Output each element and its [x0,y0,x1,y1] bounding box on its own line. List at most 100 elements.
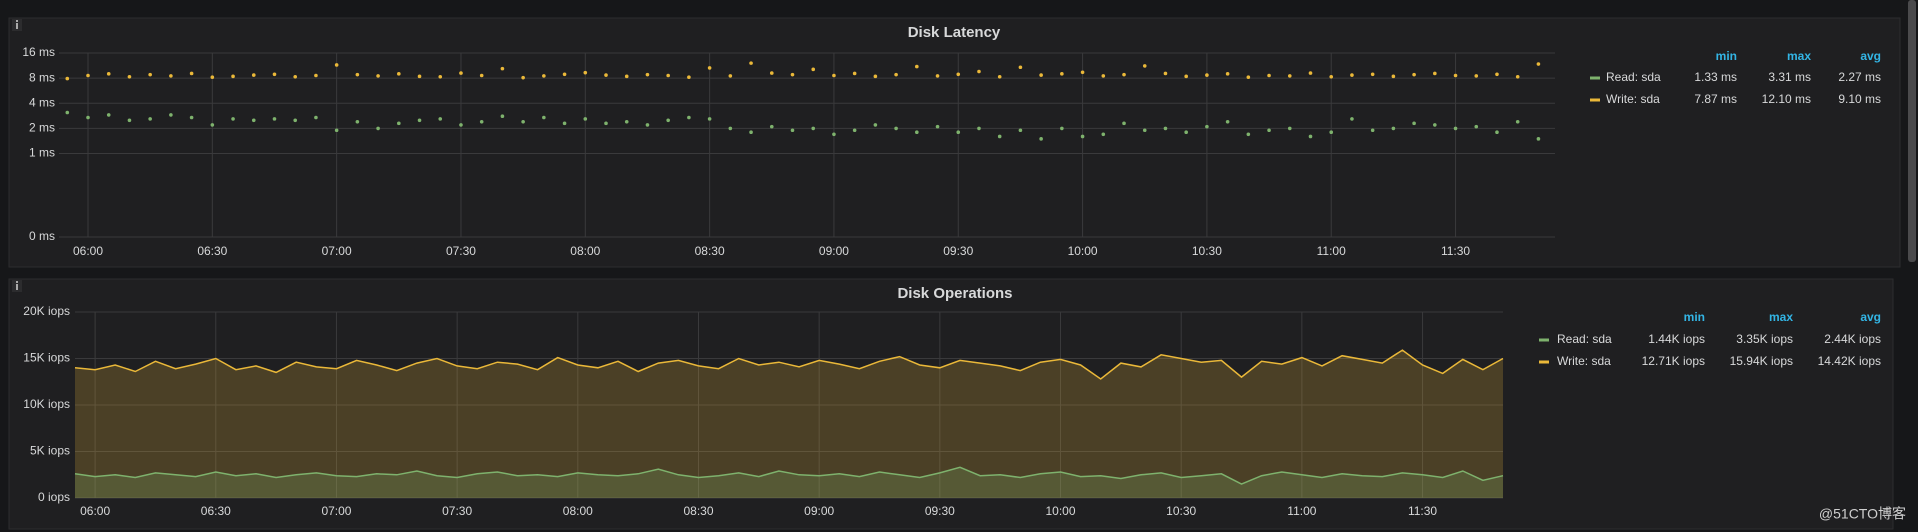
x-tick-label: 08:30 [695,244,725,258]
point [1495,130,1499,135]
point [169,113,173,117]
point [417,118,422,123]
point [645,72,650,77]
legend-value: 2.44K iops [1824,332,1881,346]
point [65,76,70,81]
point [1039,73,1043,77]
point [334,128,339,133]
point [1205,124,1209,129]
point [148,72,152,77]
point [645,123,650,127]
legend-value: 3.31 ms [1768,70,1811,84]
point [1267,128,1271,133]
legend-header: max [1787,49,1811,63]
x-tick-label: 07:30 [442,504,472,518]
point [790,72,795,77]
point [542,74,546,78]
point [1246,132,1251,137]
line [74,349,1504,380]
x-tick-label: 10:30 [1166,504,1196,518]
legend-value: 2.27 ms [1838,70,1881,84]
point [852,71,857,76]
x-tick-label: 11:00 [1287,504,1316,518]
point [811,126,816,131]
point [1474,124,1479,129]
point [1142,64,1147,68]
y-tick-label: 0 iops [38,490,70,504]
legend-value: 12.71K iops [1642,354,1705,368]
point [500,114,505,118]
point [1536,137,1541,141]
point [1350,73,1354,77]
point [1329,130,1334,135]
point [562,121,567,126]
point [1060,126,1064,131]
point [127,118,132,123]
point [1412,72,1416,77]
point [459,123,463,127]
point [894,72,898,77]
legend-header: avg [1860,310,1881,324]
point [769,71,774,75]
line [74,466,1504,485]
point [1412,121,1416,126]
point [1163,71,1168,76]
x-tick-label: 07:30 [446,244,476,258]
point [624,119,629,124]
point [231,74,235,79]
point [542,115,546,120]
area-fill [75,350,1503,498]
point [832,132,836,137]
point [355,119,360,124]
point [210,123,215,127]
point [521,75,525,80]
point [666,73,670,78]
point [1308,71,1313,75]
point [997,134,1002,139]
info-icon[interactable] [12,19,22,31]
point [624,74,629,79]
legend-header: min [1716,49,1737,63]
point [1536,62,1541,66]
x-tick-label: 06:30 [197,244,227,258]
point [210,75,215,80]
point [459,71,463,75]
y-tick-label: 5K iops [30,444,70,458]
point [1433,71,1437,76]
point [1225,72,1230,76]
point [231,117,235,121]
point [707,66,712,70]
point [334,63,339,67]
panel [8,278,1894,530]
legend-label: Write: sda [1557,354,1611,368]
point [604,73,608,77]
point [1391,126,1396,131]
scrollbar[interactable] [1908,0,1916,262]
point [1246,75,1251,80]
x-tick-label: 08:30 [683,504,713,518]
point [811,67,816,72]
point [728,126,733,131]
point [1184,130,1188,135]
y-tick-label: 0 ms [29,229,55,243]
x-tick-label: 09:30 [943,244,973,258]
point [438,117,443,121]
point [1308,134,1313,139]
point [479,73,484,78]
point [1060,72,1064,76]
point [1184,74,1188,79]
point [956,72,961,77]
x-tick-label: 08:00 [563,504,593,518]
point [1122,72,1126,77]
point [86,73,90,78]
point [1205,73,1209,77]
y-tick-label: 10K iops [23,397,70,411]
x-tick-label: 07:00 [321,504,351,518]
info-icon[interactable] [12,280,22,292]
legend-value: 9.10 ms [1838,92,1881,106]
point [666,118,670,123]
point [376,74,380,78]
point [1287,126,1292,131]
point [1495,72,1499,77]
point [956,130,961,135]
